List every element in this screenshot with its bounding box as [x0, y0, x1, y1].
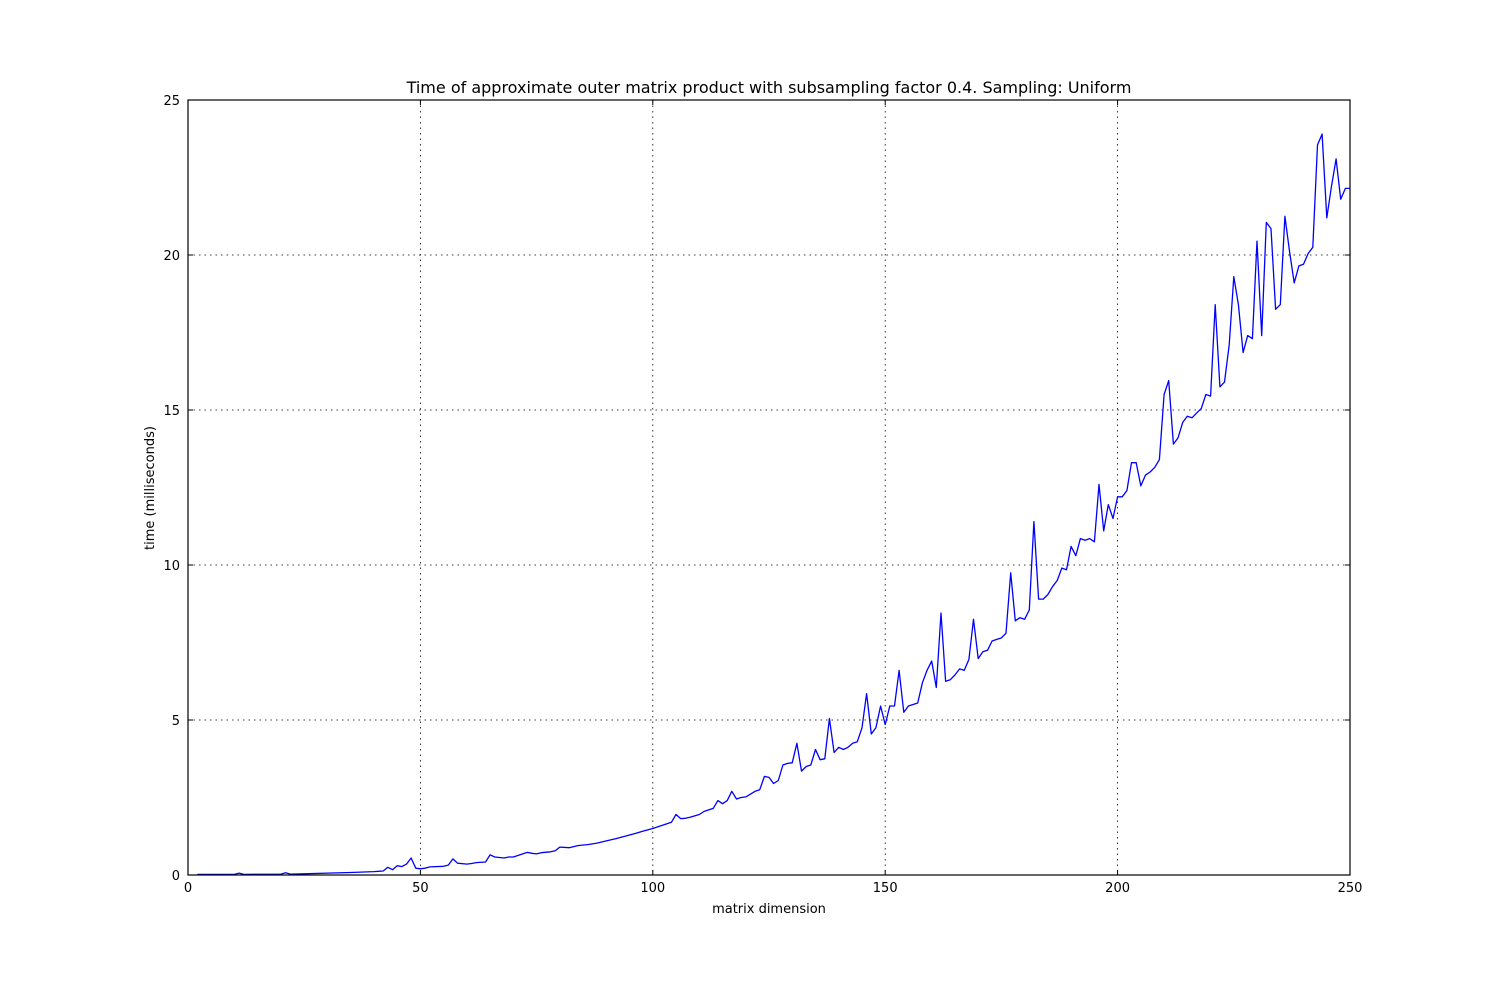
y-tick-label: 25 — [163, 94, 180, 109]
x-tick-label: 0 — [184, 881, 192, 896]
x-tick-label: 200 — [1105, 881, 1130, 896]
grid-lines — [188, 100, 1350, 875]
x-tick-label: 250 — [1338, 881, 1363, 896]
x-tick-label: 150 — [873, 881, 898, 896]
y-tick-label: 15 — [163, 404, 180, 419]
series-layer — [197, 133, 1350, 876]
y-axis-label: time (milliseconds) — [143, 426, 158, 550]
x-tick-label: 50 — [412, 881, 429, 896]
x-tick-label: 100 — [640, 881, 665, 896]
plot-frame — [187, 99, 1351, 876]
y-tick-label: 20 — [163, 249, 180, 264]
x-axis-label: matrix dimension — [712, 902, 826, 917]
axis-ticks: 0 50 100 150 200 250 0 5 10 15 20 25 — [163, 94, 1362, 896]
y-tick-label: 0 — [172, 869, 180, 884]
chart-title: Time of approximate outer matrix product… — [406, 78, 1132, 97]
series-line — [197, 133, 1350, 876]
y-tick-label: 5 — [172, 714, 180, 729]
y-tick-label: 10 — [163, 559, 180, 574]
